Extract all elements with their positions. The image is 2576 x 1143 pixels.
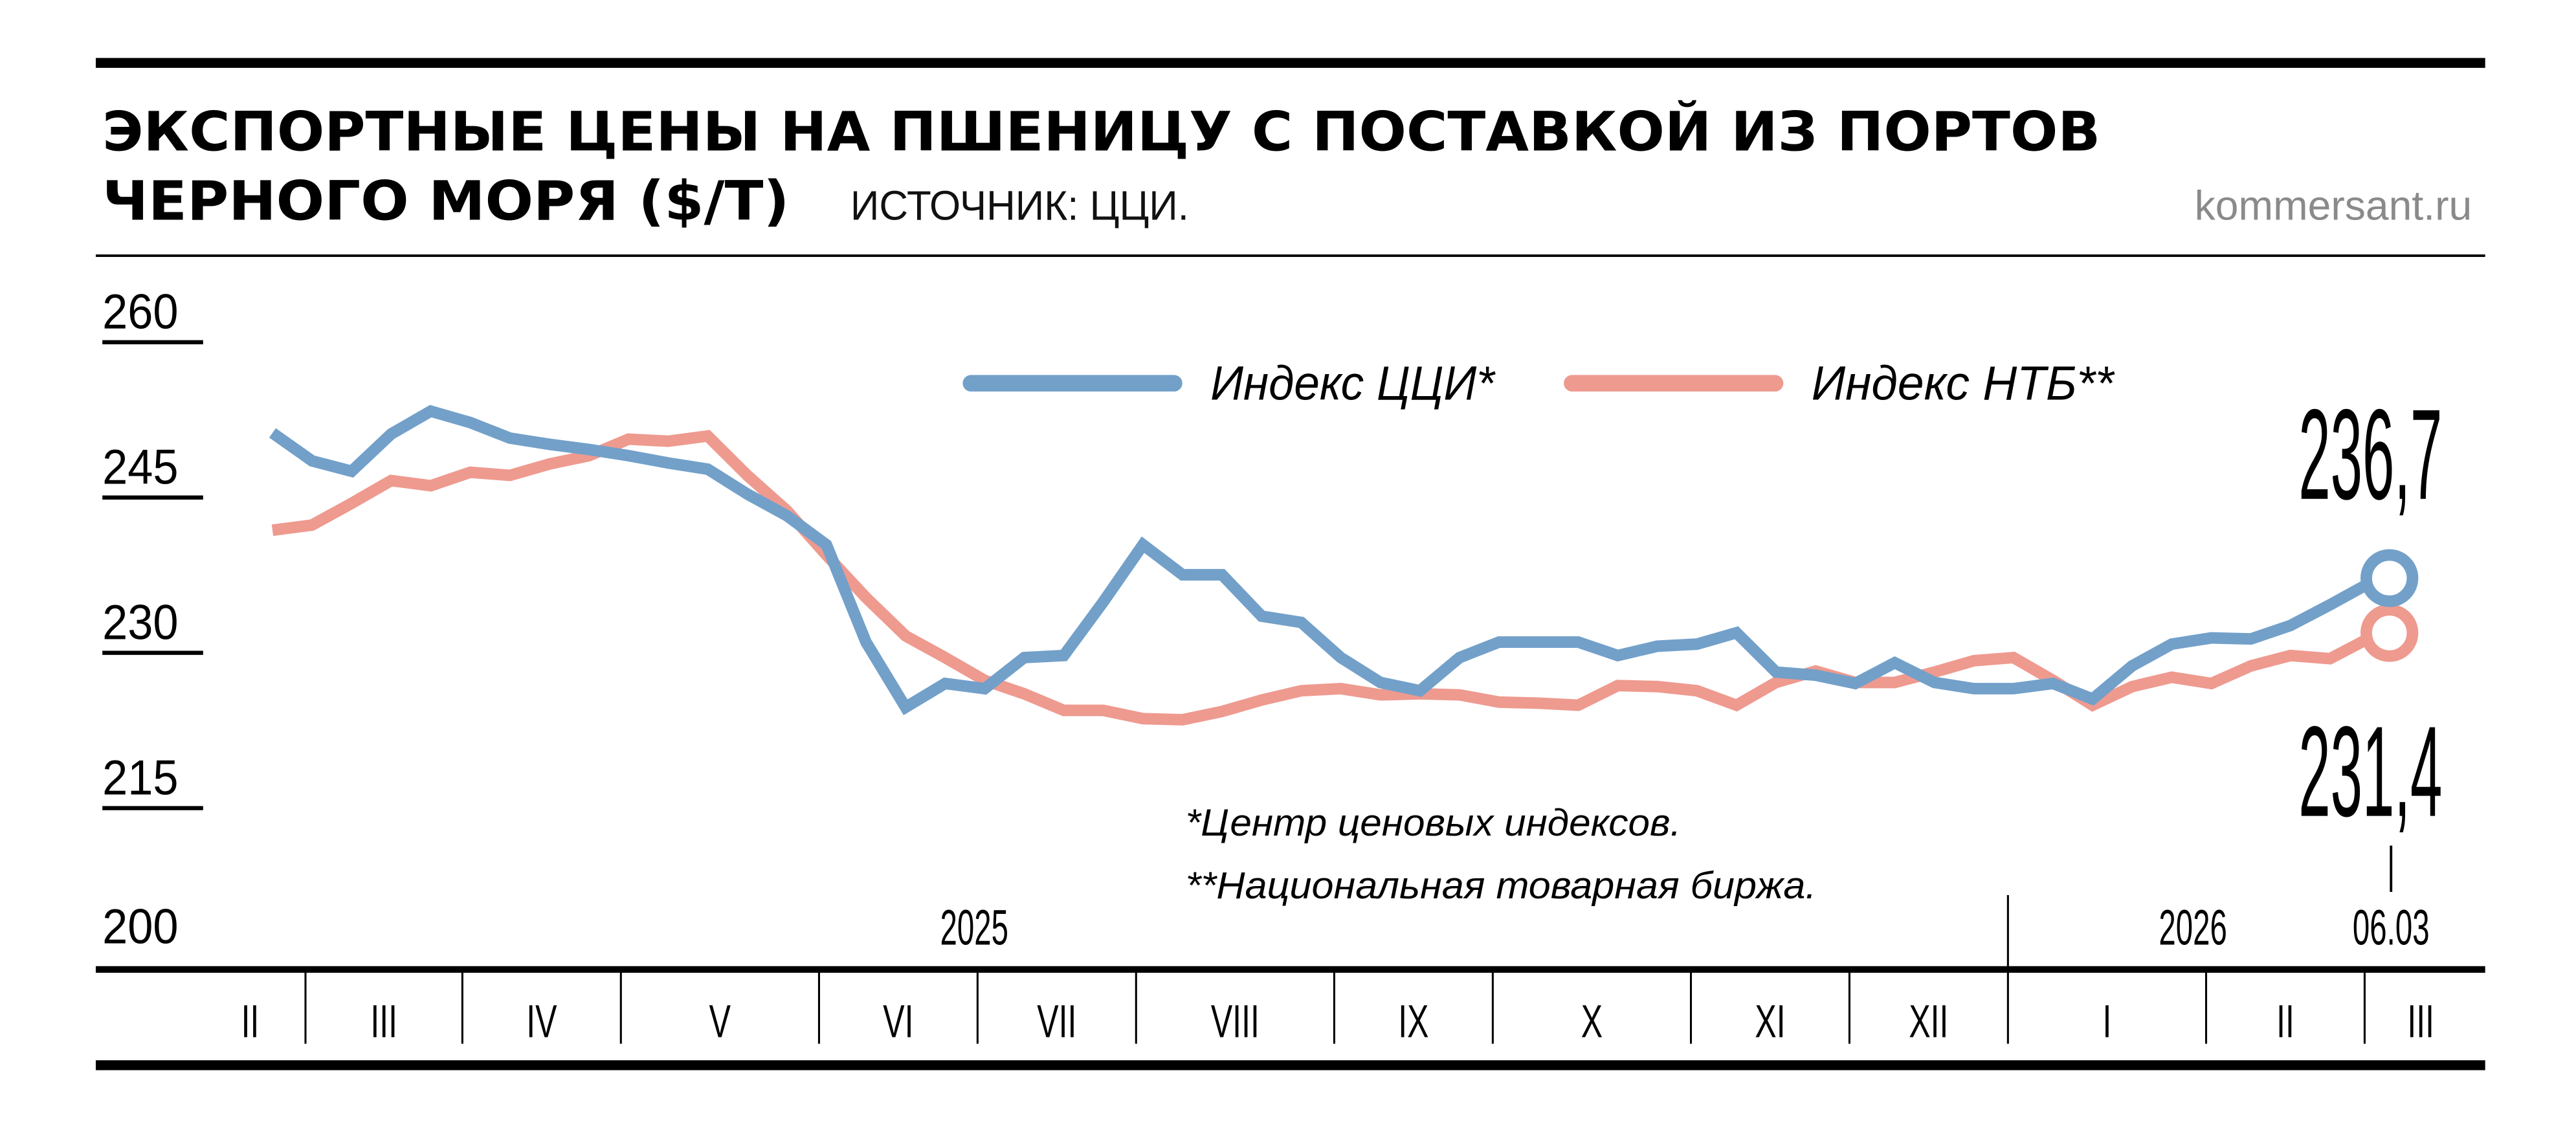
x-month-label: VII — [1037, 996, 1076, 1048]
x-month-label: IV — [526, 996, 557, 1048]
y-tick-label: 245 — [102, 440, 178, 495]
x-month-label: X — [1581, 996, 1603, 1048]
x-month-label: II — [2276, 996, 2294, 1048]
x-month-label: VI — [883, 996, 913, 1048]
y-tick-label: 200 — [102, 899, 178, 954]
x-month-label: III — [2407, 996, 2434, 1048]
x-month-label: XI — [1755, 996, 1785, 1048]
x-month-label: VIII — [1211, 996, 1260, 1048]
last-value-czi: 236,7 — [2298, 383, 2442, 527]
y-tick-label: 260 — [102, 285, 178, 340]
x-month-label: I — [2102, 996, 2111, 1048]
x-month-label: III — [370, 996, 397, 1048]
y-gridline — [102, 495, 203, 500]
x-month-label: V — [709, 996, 731, 1048]
x-month-label: II — [241, 996, 260, 1048]
series-line-ntb — [271, 430, 2373, 726]
x-axis-line — [95, 966, 2485, 973]
footnote-ntb: **Национальная товарная биржа. — [1186, 865, 1817, 907]
y-tick-label: 230 — [102, 595, 178, 650]
last-date-label: 06.03 — [2353, 900, 2430, 955]
y-gridline — [102, 650, 203, 655]
legend-label-ntb: Индекс НТБ** — [1812, 357, 2115, 410]
y-tick-label: 215 — [102, 751, 178, 806]
x-month-label: XII — [1909, 996, 1948, 1048]
source-label: ИСТОЧНИК: ЦЦИ. — [850, 183, 1189, 229]
series-group — [269, 405, 2419, 726]
title-divider — [95, 254, 2485, 257]
last-value-ntb: 231,4 — [2298, 700, 2442, 844]
end-marker-czi — [2360, 549, 2419, 607]
y-gridline — [102, 806, 203, 810]
year-label: 2025 — [940, 900, 1008, 955]
legend-label-czi: Индекс ЦЦИ* — [1210, 357, 1496, 410]
series-line-czi — [269, 405, 2373, 716]
y-gridline — [102, 340, 203, 344]
year-label: 2026 — [2159, 900, 2227, 955]
x-month-label: IX — [1398, 996, 1428, 1048]
footnote-czi: *Центр ценовых индексов. — [1186, 802, 1681, 844]
chart-title-line1: ЭКСПОРТНЫЕ ЦЕНЫ НА ПШЕНИЦУ С ПОСТАВКОЙ И… — [102, 100, 2100, 163]
chart-title-line2: ЧЕРНОГО МОРЯ ($/Т) — [102, 170, 789, 233]
site-label: kommersant.ru — [2195, 183, 2472, 229]
bottom-rule — [95, 1060, 2485, 1071]
top-rule — [95, 58, 2485, 68]
y-axis: 260 245 230 215 200 — [102, 285, 203, 954]
end-marker-ntb — [2360, 604, 2419, 662]
